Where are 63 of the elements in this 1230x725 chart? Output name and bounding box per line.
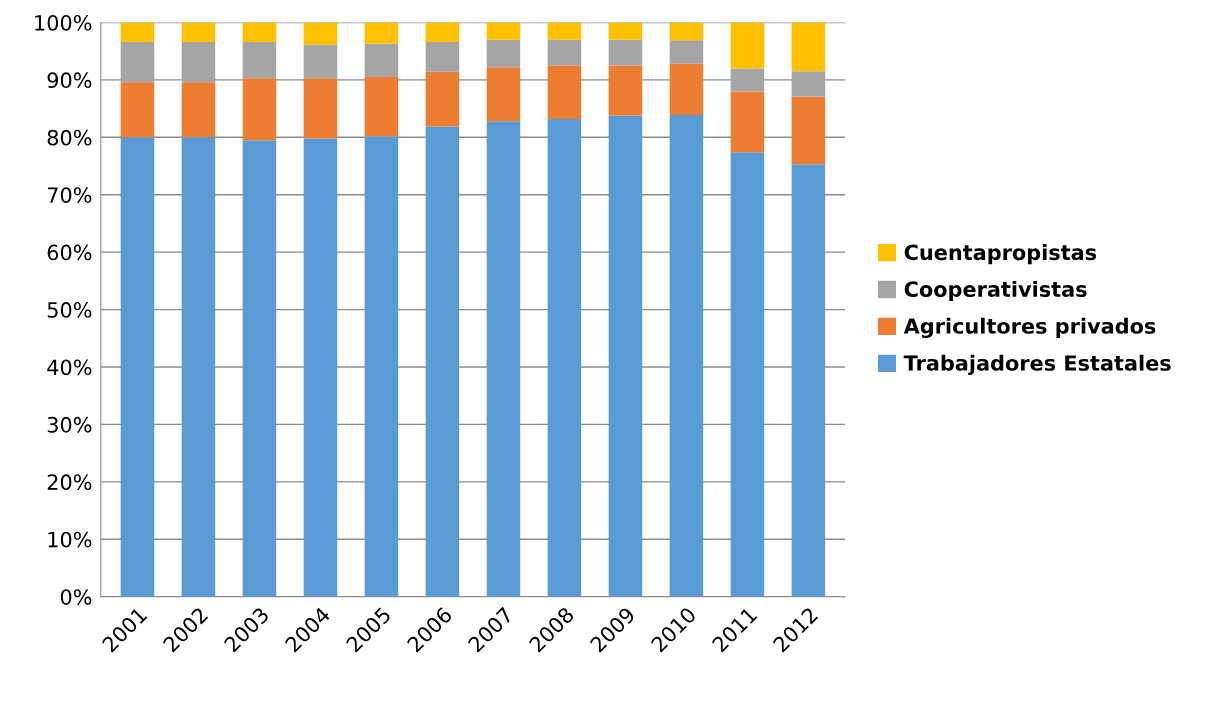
bar bbox=[425, 71, 460, 127]
bar bbox=[730, 152, 765, 597]
bar bbox=[181, 42, 216, 83]
bar bbox=[425, 42, 460, 72]
bar bbox=[303, 78, 338, 139]
y-tick-label: 80% bbox=[47, 129, 92, 146]
y-tick-label: 90% bbox=[47, 72, 92, 89]
bar bbox=[120, 82, 155, 138]
bar bbox=[791, 71, 826, 97]
bar bbox=[364, 136, 399, 597]
bar bbox=[242, 22, 277, 42]
y-tick-label: 100% bbox=[35, 14, 92, 31]
bar bbox=[608, 65, 643, 116]
bar bbox=[242, 140, 277, 597]
bar bbox=[486, 121, 521, 597]
bar bbox=[547, 39, 582, 66]
bar bbox=[547, 118, 582, 597]
bar bbox=[181, 137, 216, 597]
legend-label: Agricultores privados bbox=[903, 317, 1156, 339]
bar bbox=[486, 22, 521, 40]
y-tick-label: 70% bbox=[47, 187, 92, 203]
legend-label: Cooperativistas bbox=[904, 280, 1087, 302]
bar bbox=[730, 22, 765, 69]
y-tick-label: 60% bbox=[47, 244, 92, 261]
bar bbox=[547, 65, 582, 119]
bar bbox=[547, 22, 582, 40]
bar bbox=[364, 22, 399, 44]
y-tick-label: 40% bbox=[47, 359, 92, 376]
bar bbox=[242, 42, 277, 79]
bar bbox=[608, 39, 643, 66]
bar bbox=[120, 137, 155, 597]
bar bbox=[364, 43, 399, 78]
bar bbox=[791, 164, 826, 597]
y-tick-label: 50% bbox=[47, 302, 92, 318]
bar bbox=[303, 22, 338, 45]
bar bbox=[120, 42, 155, 83]
bar bbox=[730, 68, 765, 92]
bar bbox=[608, 22, 643, 40]
bar bbox=[486, 67, 521, 122]
bar bbox=[181, 82, 216, 138]
bar bbox=[120, 22, 155, 42]
bar bbox=[303, 138, 338, 597]
y-tick-label: 10% bbox=[48, 531, 92, 548]
y-tick-label: 30% bbox=[47, 416, 92, 433]
bar bbox=[608, 115, 643, 597]
bar bbox=[791, 96, 826, 165]
bar bbox=[669, 63, 704, 115]
y-tick-label: 0% bbox=[60, 589, 92, 605]
bar bbox=[669, 22, 704, 41]
bar bbox=[669, 114, 704, 597]
bar bbox=[669, 40, 704, 64]
bar bbox=[486, 39, 521, 68]
bar bbox=[791, 22, 826, 72]
legend-label: Trabajadores Estatales bbox=[903, 354, 1171, 376]
bar bbox=[425, 22, 460, 42]
y-tick-label: 20% bbox=[47, 474, 92, 491]
bar bbox=[730, 91, 765, 153]
bar bbox=[364, 77, 399, 137]
bar bbox=[425, 126, 460, 597]
bar bbox=[303, 44, 338, 79]
legend-label: Cuentapropistas bbox=[904, 244, 1097, 265]
bar bbox=[242, 78, 277, 141]
bar bbox=[181, 22, 216, 42]
